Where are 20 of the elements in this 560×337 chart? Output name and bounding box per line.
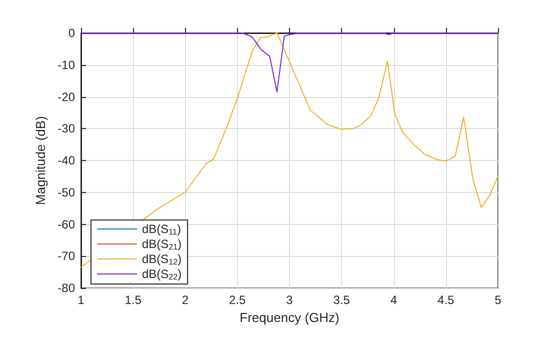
y-tick-label: -10 [58,58,76,72]
x-tick-label: 5 [494,293,502,308]
y-axis-title: Magnitude (dB) [32,116,48,205]
y-tick-label: -60 [58,217,76,232]
y-tick-label: -30 [58,122,76,136]
x-tick-label: 4.5 [438,293,455,308]
x-tick-label: 2.5 [229,293,246,308]
x-tick-label: 1 [78,293,85,308]
x-axis-title: Frequency (GHz) [240,310,340,325]
y-tick-label: -70 [58,249,76,264]
x-tick-label: 4 [390,293,398,308]
y-tick-label: -50 [58,185,76,200]
y-tick-label: -40 [58,154,76,168]
x-tick-label: 3.5 [333,293,350,308]
x-tick-label: 2 [182,293,189,308]
x-tick-label: 1.5 [124,293,142,308]
y-tick-label: -20 [58,90,76,104]
y-tick-label: 0 [68,26,76,40]
x-tick-label: 3 [286,293,294,308]
y-tick-label: -80 [58,281,76,296]
